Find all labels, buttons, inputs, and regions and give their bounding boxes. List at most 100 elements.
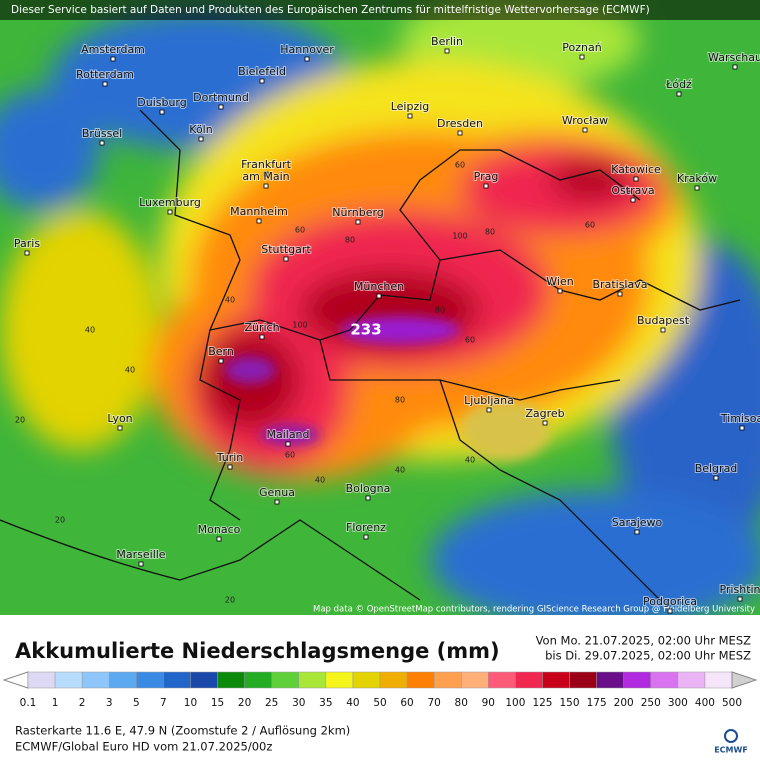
city-label: München [354, 280, 404, 293]
city-label: Bern [208, 345, 234, 358]
city-label: Stuttgart [261, 243, 311, 256]
contour-label: 40 [395, 466, 405, 475]
city-marker [737, 596, 743, 602]
city-marker [304, 56, 310, 62]
city-label: Bologna [346, 482, 391, 495]
city-label: Dortmund [193, 91, 249, 104]
city-marker [617, 291, 623, 297]
city-label: Timisoa [720, 412, 760, 425]
contour-label: 20 [225, 596, 235, 605]
city-label: Paris [14, 237, 40, 250]
city-marker [633, 176, 639, 182]
legend-swatch [542, 671, 570, 689]
city-marker [138, 561, 144, 567]
city-label: Köln [189, 123, 212, 136]
legend-label: 10 [184, 697, 197, 709]
city-label: Frankfurt [241, 158, 291, 171]
contour-label: 80 [435, 306, 445, 315]
city-marker [256, 218, 262, 224]
city-marker [263, 171, 269, 177]
legend-label: 400 [695, 697, 715, 709]
city-marker [355, 219, 361, 225]
legend-label: 25 [265, 697, 278, 709]
city-marker [557, 288, 563, 294]
legend-swatch [677, 671, 706, 689]
legend-label: 1 [52, 697, 59, 709]
legend-label: 500 [722, 697, 742, 709]
legend-label: 7 [160, 697, 167, 709]
contour-label: 60 [455, 161, 465, 170]
city-marker [486, 407, 492, 413]
city-marker [739, 425, 745, 431]
city-label: Podgorica [643, 595, 697, 608]
city-marker [457, 130, 463, 136]
city-marker [376, 293, 382, 299]
legend-label: 35 [319, 697, 332, 709]
legend-swatch [54, 671, 83, 689]
legend-swatch [650, 671, 679, 689]
legend-label: 2 [79, 697, 86, 709]
contour-label: 60 [585, 221, 595, 230]
max-label: 233 [350, 321, 381, 339]
legend-arrow-left [2, 671, 29, 689]
legend-label: 250 [641, 697, 661, 709]
legend-arrow-right [731, 671, 758, 689]
legend-swatch [406, 671, 435, 689]
city-marker [198, 136, 204, 142]
city-label: Ostrava [611, 184, 654, 197]
legend-label: 100 [505, 697, 525, 709]
legend-label: 30 [292, 697, 305, 709]
city-label: Turin [216, 451, 244, 464]
city-marker [102, 81, 108, 87]
legend-swatch [108, 671, 137, 689]
city-marker [483, 183, 489, 189]
legend-label: 80 [455, 697, 468, 709]
city-marker [732, 64, 738, 70]
city-marker [630, 197, 636, 203]
city-marker [694, 185, 700, 191]
contour-label: 40 [125, 366, 135, 375]
city-marker [676, 91, 682, 97]
contour-label: 60 [295, 226, 305, 235]
city-marker [542, 420, 548, 426]
city-label: Leipzig [391, 100, 430, 113]
city-label: Wien [546, 275, 573, 288]
city-marker [227, 464, 233, 470]
legend-swatch [136, 671, 164, 689]
period-to: bis Di. 29.07.2025, 02:00 Uhr MESZ [545, 649, 751, 663]
legend-label: 300 [668, 697, 688, 709]
city-label: Prishtin [719, 583, 760, 596]
city-marker [259, 78, 265, 84]
contour-label: 20 [15, 416, 25, 425]
legend: 0.1 1 2 3 5 7 10 15 20 25 30 35 40 50 60 70 80 90 100 125 15… [2, 671, 758, 709]
city-label: Dresden [437, 117, 483, 130]
attribution: Map data © OpenStreetMap contributors, r… [313, 605, 755, 615]
legend-swatch [433, 671, 462, 689]
city-marker [363, 534, 369, 540]
city-label: Brüssel [82, 127, 122, 140]
contour-label: 60 [465, 336, 475, 345]
city-label: Belgrad [695, 462, 738, 475]
city-label: Florenz [346, 521, 386, 534]
city-marker [579, 54, 585, 60]
contour-label: 40 [85, 326, 95, 335]
city-marker [216, 536, 222, 542]
legend-label: 150 [560, 697, 580, 709]
city-label: Budapest [637, 314, 690, 327]
map [0, 0, 760, 615]
city-label: Zürich [244, 321, 279, 334]
city-label: Prag [474, 170, 499, 183]
city-label: Bielefeld [238, 65, 286, 78]
legend-swatch [623, 671, 652, 689]
footer-raster: Rasterkarte 11.6 E, 47.9 N (Zoomstufe 2 … [15, 724, 350, 738]
city-marker [263, 183, 269, 189]
legend-swatch [596, 671, 624, 689]
title: Akkumulierte Niederschlagsmenge (mm) [15, 639, 500, 663]
legend-swatch [298, 671, 327, 689]
contour-label: 20 [55, 516, 65, 525]
city-marker [582, 127, 588, 133]
legend-label: 50 [373, 697, 386, 709]
city-marker [667, 608, 673, 614]
city-label: Genua [259, 486, 295, 499]
